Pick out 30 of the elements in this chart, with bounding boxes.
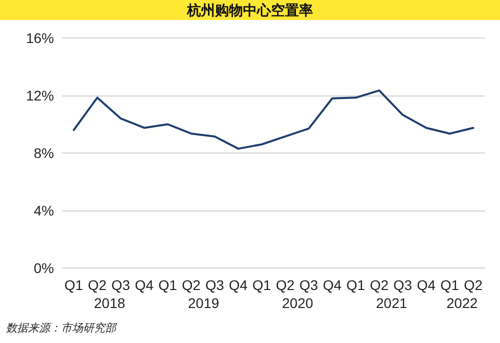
x-tick-label: Q3 [205,277,224,293]
x-tick-label: Q4 [228,277,248,293]
x-tick-label: Q2 [276,277,295,293]
x-tick-label: Q3 [393,277,412,293]
y-tick-label: 8% [34,145,54,161]
x-tick-label: Q1 [346,277,366,293]
x-tick-label: Q1 [64,277,84,293]
x-tick-label: Q1 [158,277,178,293]
text: 2019 [188,295,220,311]
x-tick-label: Q2 [182,277,201,293]
x-tick-label: Q2 [370,277,389,293]
x-tick-label: Q4 [322,277,342,293]
y-tick-label: 12% [26,88,54,104]
x-tick-label: Q2 [464,277,483,293]
text: 2021 [376,295,408,311]
y-tick-label: 4% [34,202,54,218]
text: 2018 [94,295,126,311]
text: 2022 [446,295,478,311]
x-tick-label: Q3 [299,277,318,293]
text: 2020 [282,295,314,311]
x-tick-label: Q4 [134,277,154,293]
chart-title: 杭州购物中心空置率 [186,2,313,18]
y-tick-label: 0% [34,260,54,276]
x-tick-label: Q4 [416,277,436,293]
x-tick-label: Q2 [88,277,107,293]
x-tick-label: Q3 [111,277,130,293]
source-note: 数据来源：市场研究部 [6,322,118,334]
y-tick-label: 16% [26,30,54,46]
x-tick-label: Q1 [252,277,272,293]
x-tick-label: Q1 [440,277,460,293]
